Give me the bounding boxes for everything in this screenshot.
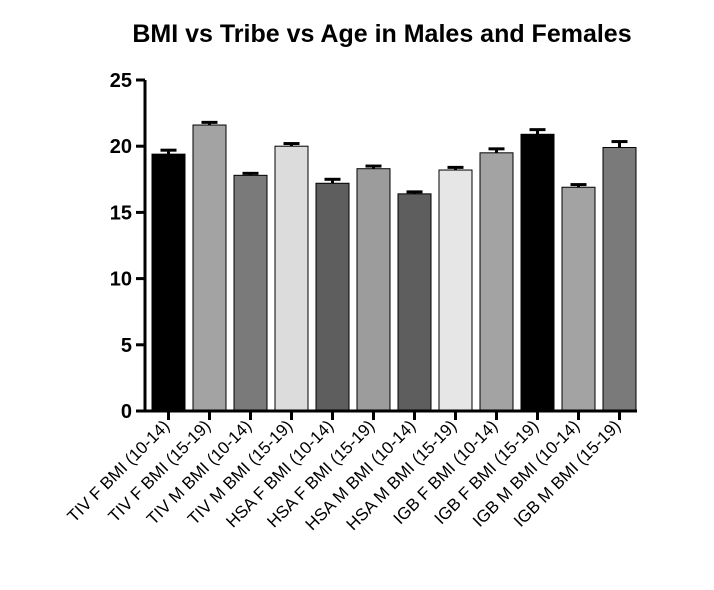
bar [602,147,637,412]
y-tick-label: 20 [110,136,132,158]
bar [561,186,596,412]
bar [315,182,350,412]
bar [479,152,514,412]
y-tick-label: 15 [110,202,132,224]
y-tick-label: 25 [110,70,132,92]
y-tick-label: 0 [121,401,132,423]
bar [356,168,391,412]
chart-title: BMI vs Tribe vs Age in Males and Females [132,20,631,48]
bar [438,169,473,412]
y-tick-label: 5 [121,335,132,357]
y-tick-label: 10 [110,269,132,291]
bar [233,174,268,412]
bar [274,145,309,412]
x-axis: TIV F BMI (10-14)TIV F BMI (15-19)TIV M … [64,409,637,534]
bar [520,133,555,412]
bars-group [151,120,637,412]
bar [151,153,186,412]
y-axis: 0 5 10 15 20 25 [110,70,147,423]
bar [192,124,227,412]
bar [397,193,432,412]
